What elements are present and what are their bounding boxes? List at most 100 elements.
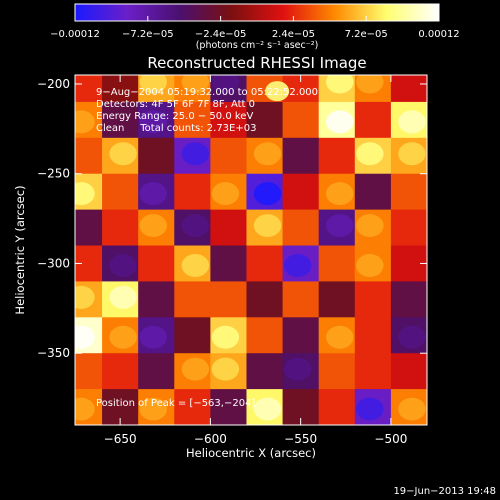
heatmap-cell bbox=[246, 317, 284, 354]
negative-blob bbox=[326, 214, 354, 238]
emission-blob bbox=[253, 397, 282, 421]
heatmap-cell bbox=[354, 353, 392, 390]
heatmap-cell bbox=[174, 173, 211, 211]
heatmap-cell bbox=[282, 173, 320, 211]
heatmap-cell bbox=[174, 317, 211, 354]
heatmap-cell bbox=[318, 353, 356, 390]
heatmap-cell bbox=[75, 353, 103, 390]
peak-position-label: Position of Peak = [−563,−204] bbox=[96, 398, 255, 409]
x-tick-label: −500 bbox=[374, 432, 407, 446]
heatmap-cell bbox=[138, 137, 175, 175]
negative-blob bbox=[211, 75, 240, 94]
emission-blob bbox=[181, 253, 210, 277]
heatmap-cell bbox=[210, 137, 247, 175]
info-time-range: 9−Aug−2004 05:19:32.000 to 05:22:52.000 bbox=[96, 87, 318, 98]
heatmap-cell bbox=[354, 101, 392, 139]
emission-blob bbox=[356, 214, 384, 238]
heatmap-cell bbox=[210, 101, 247, 139]
colorbar-ticks: −0.00012 −7.2e−05 −2.4e−05 2.4e−05 7.2e−05 0.… bbox=[50, 16, 460, 40]
colorbar-tick-label: 0.00012 bbox=[418, 29, 459, 40]
y-axis-label: Heliocentric Y (arcsec) bbox=[13, 185, 27, 314]
heatmap-cell bbox=[210, 281, 247, 318]
heatmap-cell bbox=[282, 209, 320, 247]
info-detectors: Detectors: 4F 5F 6F 7F 8F, Att 0 bbox=[96, 99, 255, 110]
heatmap-cell bbox=[102, 101, 139, 139]
y-tick-label: −200 bbox=[37, 77, 70, 91]
negative-blob bbox=[181, 214, 210, 238]
emission-blob bbox=[356, 253, 384, 277]
colorbar-tick-label: −2.4e−05 bbox=[195, 29, 247, 40]
heatmap-cell bbox=[210, 389, 247, 425]
negative-blob bbox=[139, 325, 167, 349]
negative-blob bbox=[283, 357, 312, 381]
colorbar bbox=[74, 3, 440, 22]
emission-blob bbox=[326, 182, 354, 206]
heatmap-cell bbox=[102, 209, 139, 247]
emission-blob bbox=[75, 325, 95, 349]
heatmap-cell bbox=[138, 245, 175, 282]
emission-blob bbox=[139, 214, 167, 238]
heatmap-cell bbox=[390, 75, 427, 103]
heatmap-cell bbox=[75, 137, 103, 175]
emission-blob bbox=[253, 214, 282, 238]
emission-blob bbox=[398, 397, 426, 421]
colorbar-tick-label: −7.2e−05 bbox=[122, 29, 174, 40]
heatmap-cell bbox=[318, 137, 356, 175]
heatmap-cell bbox=[282, 137, 320, 175]
heatmap-cell bbox=[390, 281, 427, 318]
emission-blob bbox=[139, 75, 167, 94]
heatmap-cell bbox=[282, 101, 320, 139]
heatmap-cell bbox=[318, 245, 356, 282]
heatmap-cell bbox=[246, 281, 284, 318]
colorbar-tick-label: 2.4e−05 bbox=[272, 29, 315, 40]
emission-blob bbox=[326, 325, 354, 349]
heatmap-cell bbox=[210, 209, 247, 247]
negative-blob bbox=[253, 182, 282, 206]
heatmap-cells bbox=[75, 75, 427, 425]
heatmap-cell bbox=[390, 353, 427, 390]
heatmap-cell bbox=[174, 281, 211, 318]
heatmap-cell bbox=[102, 353, 139, 390]
x-tick-label: −600 bbox=[194, 432, 227, 446]
heatmap-cell bbox=[318, 281, 356, 318]
info-energy-range: Energy Range: 25.0 − 50.0 keV bbox=[96, 111, 253, 122]
axis-ticks: −650 −600 −550 −500 −200 −250 −300 −350 bbox=[37, 75, 427, 446]
emission-blob bbox=[75, 182, 95, 206]
emission-blob bbox=[398, 142, 426, 166]
plot-timestamp: 19−Jun−2013 19:48 bbox=[393, 486, 496, 497]
x-tick-label: −650 bbox=[104, 432, 137, 446]
emission-blob bbox=[181, 75, 210, 94]
heatmap-cell bbox=[354, 281, 392, 318]
emission-blob bbox=[109, 142, 137, 166]
negative-blob bbox=[398, 325, 426, 349]
heatmap-cell bbox=[174, 101, 211, 139]
negative-blob bbox=[139, 182, 167, 206]
y-tick-label: −250 bbox=[37, 167, 70, 181]
emission-blob bbox=[326, 75, 354, 94]
heatmap-cell bbox=[354, 317, 392, 354]
emission-blob bbox=[211, 357, 240, 381]
x-axis-label: Heliocentric X (arcsec) bbox=[186, 446, 316, 460]
heatmap-cell bbox=[210, 245, 247, 282]
heatmap-cell bbox=[246, 101, 284, 139]
emission-blob bbox=[398, 110, 426, 134]
heatmap-cell bbox=[75, 245, 103, 282]
emission-blob bbox=[75, 110, 95, 134]
info-clean-counts: Clean Total counts: 2.73E+03 bbox=[96, 123, 256, 134]
emission-blob bbox=[75, 397, 95, 421]
peak-marker bbox=[265, 81, 290, 102]
plot-frame bbox=[74, 74, 428, 426]
emission-blob bbox=[109, 285, 137, 309]
y-tick-label: −300 bbox=[37, 256, 70, 270]
emission-blob bbox=[109, 325, 137, 349]
negative-blob bbox=[283, 253, 312, 277]
heatmap-cell bbox=[174, 389, 211, 425]
x-tick-label: −550 bbox=[284, 432, 317, 446]
heatmap-cell bbox=[75, 75, 103, 103]
colorbar-tick-label: −0.00012 bbox=[50, 29, 100, 40]
heatmap-cell bbox=[75, 209, 103, 247]
emission-blob bbox=[326, 110, 354, 134]
negative-blob bbox=[181, 142, 210, 166]
heatmap-cell bbox=[390, 209, 427, 247]
